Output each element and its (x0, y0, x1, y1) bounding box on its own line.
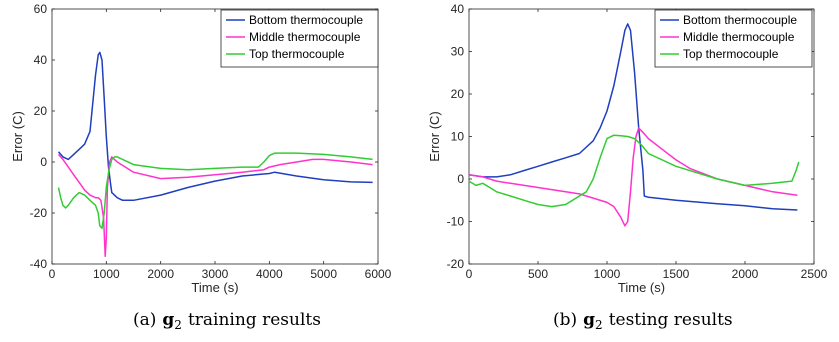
x-tick-label: 5000 (310, 267, 337, 281)
y-tick-label: -40 (30, 257, 48, 271)
caption-symbol: g (162, 310, 175, 330)
y-tick-label: -10 (447, 215, 465, 229)
legend: Bottom thermocouple Middle thermocouple To… (220, 9, 379, 68)
y-tick-label: 40 (451, 2, 465, 16)
caption-testing: (b) g2 testing results (553, 310, 733, 332)
legend-entry: Middle thermocouple (683, 30, 795, 44)
x-tick-label: 1000 (594, 267, 621, 281)
x-axis-label: Time (s) (618, 280, 665, 295)
y-tick-label: 40 (34, 53, 48, 67)
chart-training: 0 1000 2000 3000 4000 5000 6000 -40 -20 0 20 40 60 Ti… (10, 2, 392, 295)
series-line-3 (57, 152, 373, 230)
x-axis-label: Time (s) (191, 280, 238, 295)
legend-entry: Bottom thermocouple (683, 13, 797, 27)
caption-subscript: 2 (595, 318, 603, 332)
x-tick-label: 1500 (663, 267, 690, 281)
legend-entry: Top thermocouple (249, 47, 345, 61)
x-tick-label: 2000 (147, 267, 174, 281)
series-line-2 (57, 153, 373, 258)
legend-entry: Middle thermocouple (249, 30, 361, 44)
legend-entry: Top thermocouple (683, 47, 779, 61)
x-tick-label: 2000 (732, 267, 759, 281)
x-tick-label: 1000 (93, 267, 120, 281)
series-line-1 (57, 51, 373, 202)
x-tick-label: 0 (49, 267, 56, 281)
y-tick-label: 30 (451, 45, 465, 59)
y-tick-label: 20 (34, 104, 48, 118)
series-line-1 (468, 23, 798, 211)
y-axis-label: Error (C) (427, 111, 442, 162)
y-tick-label: -20 (447, 257, 465, 271)
caption-text: testing results (608, 310, 733, 330)
x-tick-label: 6000 (365, 267, 392, 281)
y-tick-label: 10 (451, 130, 465, 144)
y-tick-label: 0 (40, 155, 47, 169)
caption-training: (a) g2 training results (133, 310, 321, 332)
legend-box (654, 9, 813, 68)
caption-text: training results (187, 310, 321, 330)
legend-entry: Bottom thermocouple (249, 13, 363, 27)
caption-tag: (a) (133, 310, 157, 330)
y-tick-label: 20 (451, 87, 465, 101)
series-line-3 (468, 134, 800, 208)
y-axis-label: Error (C) (10, 111, 25, 162)
x-tick-label: 0 (466, 267, 473, 281)
series-line-2 (468, 127, 798, 227)
y-tick-label: 0 (457, 172, 464, 186)
y-tick-label: -20 (30, 206, 48, 220)
x-tick-label: 4000 (256, 267, 283, 281)
legend-box (220, 9, 379, 68)
chart-testing: 0 500 1000 1500 2000 2500 -20 -10 0 10 20 30 40 Time … (427, 2, 828, 295)
caption-subscript: 2 (174, 318, 182, 332)
caption-tag: (b) (553, 310, 578, 330)
x-tick-label: 3000 (202, 267, 229, 281)
x-tick-label: 500 (528, 267, 548, 281)
y-tick-label: 60 (34, 2, 48, 16)
x-tick-label: 2500 (801, 267, 828, 281)
legend: Bottom thermocouple Middle thermocouple To… (654, 9, 813, 68)
caption-symbol: g (583, 310, 596, 330)
